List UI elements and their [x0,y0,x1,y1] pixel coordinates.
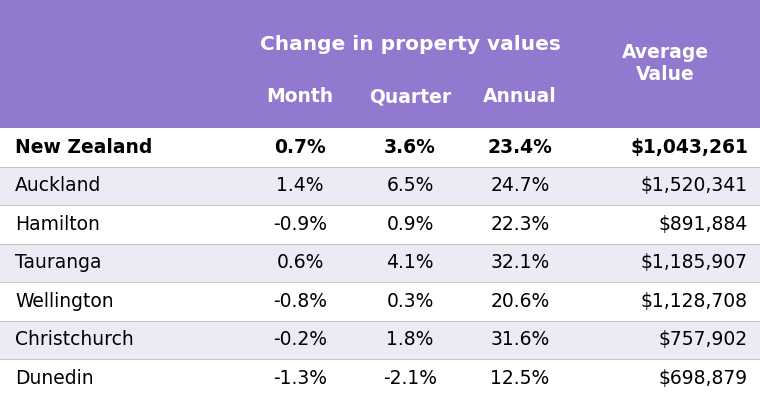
Text: 4.1%: 4.1% [386,253,434,272]
Text: $698,879: $698,879 [659,369,748,388]
Text: New Zealand: New Zealand [15,138,152,157]
Text: 23.4%: 23.4% [488,138,553,157]
Text: Hamilton: Hamilton [15,215,100,234]
Text: 0.7%: 0.7% [274,138,326,157]
Text: 0.9%: 0.9% [386,215,434,234]
Text: -0.8%: -0.8% [273,292,327,311]
Text: $1,185,907: $1,185,907 [641,253,748,272]
Bar [0,128,760,166]
Text: -2.1%: -2.1% [383,369,437,388]
Text: 31.6%: 31.6% [490,330,549,349]
Text: Dunedin: Dunedin [15,369,93,388]
Text: 32.1%: 32.1% [490,253,549,272]
Bar [0,0,760,128]
Text: Christchurch: Christchurch [15,330,134,349]
Text: 3.6%: 3.6% [384,138,436,157]
Bar [0,243,760,282]
Text: Annual: Annual [483,87,557,106]
Text: 0.3%: 0.3% [386,292,434,311]
Text: 6.5%: 6.5% [386,176,434,195]
Text: -0.2%: -0.2% [273,330,327,349]
Text: Change in property values: Change in property values [260,35,560,54]
Text: 1.4%: 1.4% [276,176,324,195]
Text: Tauranga: Tauranga [15,253,102,272]
Text: Month: Month [267,87,334,106]
Text: Average
Value: Average Value [622,44,708,85]
Bar [0,320,760,359]
Text: Auckland: Auckland [15,176,101,195]
Text: $1,520,341: $1,520,341 [641,176,748,195]
Text: $757,902: $757,902 [659,330,748,349]
Bar [0,359,760,397]
Text: 24.7%: 24.7% [490,176,549,195]
Text: $891,884: $891,884 [659,215,748,234]
Text: Quarter: Quarter [369,87,451,106]
Text: $1,128,708: $1,128,708 [641,292,748,311]
Text: 20.6%: 20.6% [490,292,549,311]
Text: $1,043,261: $1,043,261 [630,138,748,157]
Text: 0.6%: 0.6% [277,253,324,272]
Text: 1.8%: 1.8% [386,330,434,349]
Text: 12.5%: 12.5% [490,369,549,388]
Bar [0,166,760,205]
Text: Wellington: Wellington [15,292,114,311]
Text: -0.9%: -0.9% [273,215,327,234]
Text: 22.3%: 22.3% [490,215,549,234]
Bar [0,282,760,320]
Text: -1.3%: -1.3% [273,369,327,388]
Bar [0,205,760,243]
